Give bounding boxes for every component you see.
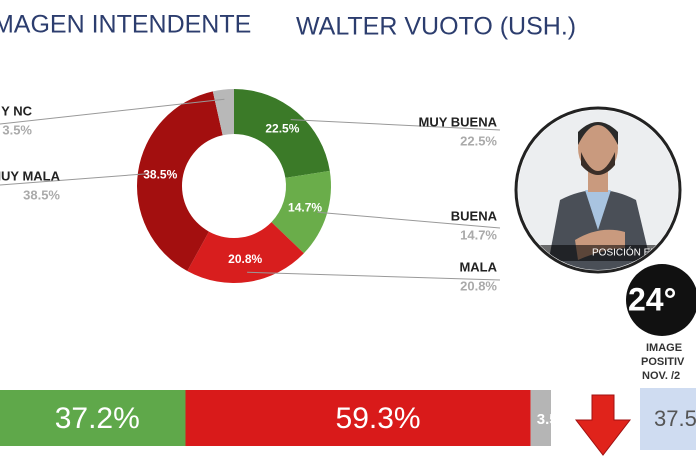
caption-bg: [518, 245, 678, 261]
previous-box: [640, 388, 696, 450]
slice: [137, 91, 223, 272]
bar-label: 59.3%: [336, 402, 421, 435]
stacked-bar: 37.2% 59.3% 3.5%: [0, 390, 571, 446]
title: IMAGEN INTENDENTE: [0, 11, 251, 39]
previous-label: IMAGE: [646, 342, 682, 354]
category-value: 14.7%: [460, 227, 497, 242]
shirt: [585, 190, 611, 230]
category-label: BUENA: [451, 208, 498, 223]
slice: [212, 89, 234, 136]
bar-label: 37.2%: [55, 402, 140, 435]
leader-line: [0, 98, 225, 125]
bar-label: 3.5%: [537, 411, 571, 428]
category-label: MUY BUENA: [419, 114, 498, 129]
slice-label: 38.5%: [143, 168, 177, 182]
photo: POSICIÓN EN RAN 24°: [514, 106, 696, 336]
category-value: 38.5%: [23, 187, 60, 202]
leader-line: [317, 211, 501, 229]
donut-chart: 22.5% MUY BUENA 22.5% 14.7% BUENA 14.7% 20.8% M…: [0, 89, 501, 293]
leader-line: [290, 119, 501, 131]
rank: 24°: [628, 281, 676, 317]
slice-label: 14.7%: [288, 201, 322, 215]
leader-line: [0, 173, 148, 186]
category-value: 3.5%: [2, 122, 32, 137]
head: [578, 122, 618, 174]
category-label: NS Y NC: [0, 103, 33, 118]
slice-label: 22.5%: [265, 122, 299, 136]
bar-segment: [185, 390, 531, 446]
category-label: MUY MALA: [0, 168, 61, 183]
rank-badge: [626, 264, 696, 336]
previous-value: 37.5: [654, 406, 696, 431]
slice: [271, 170, 331, 254]
subtitle: WALTER VUOTO (USH.): [296, 13, 576, 41]
down-arrow: [574, 394, 632, 456]
bar-segment: [0, 390, 186, 446]
previous-label: POSITIV: [641, 356, 685, 368]
category-value: 20.8%: [460, 278, 497, 293]
hair: [578, 122, 618, 145]
leader-line: [247, 271, 501, 281]
beard: [581, 152, 615, 175]
slice-label: 20.8%: [228, 252, 262, 266]
previous-label: NOV. /2: [642, 370, 680, 382]
slice: [187, 222, 304, 283]
category-value: 22.5%: [460, 133, 497, 148]
category-label: MALA: [459, 259, 497, 274]
slice: [234, 89, 330, 178]
neck: [588, 170, 608, 192]
bar-segment: [530, 390, 551, 446]
